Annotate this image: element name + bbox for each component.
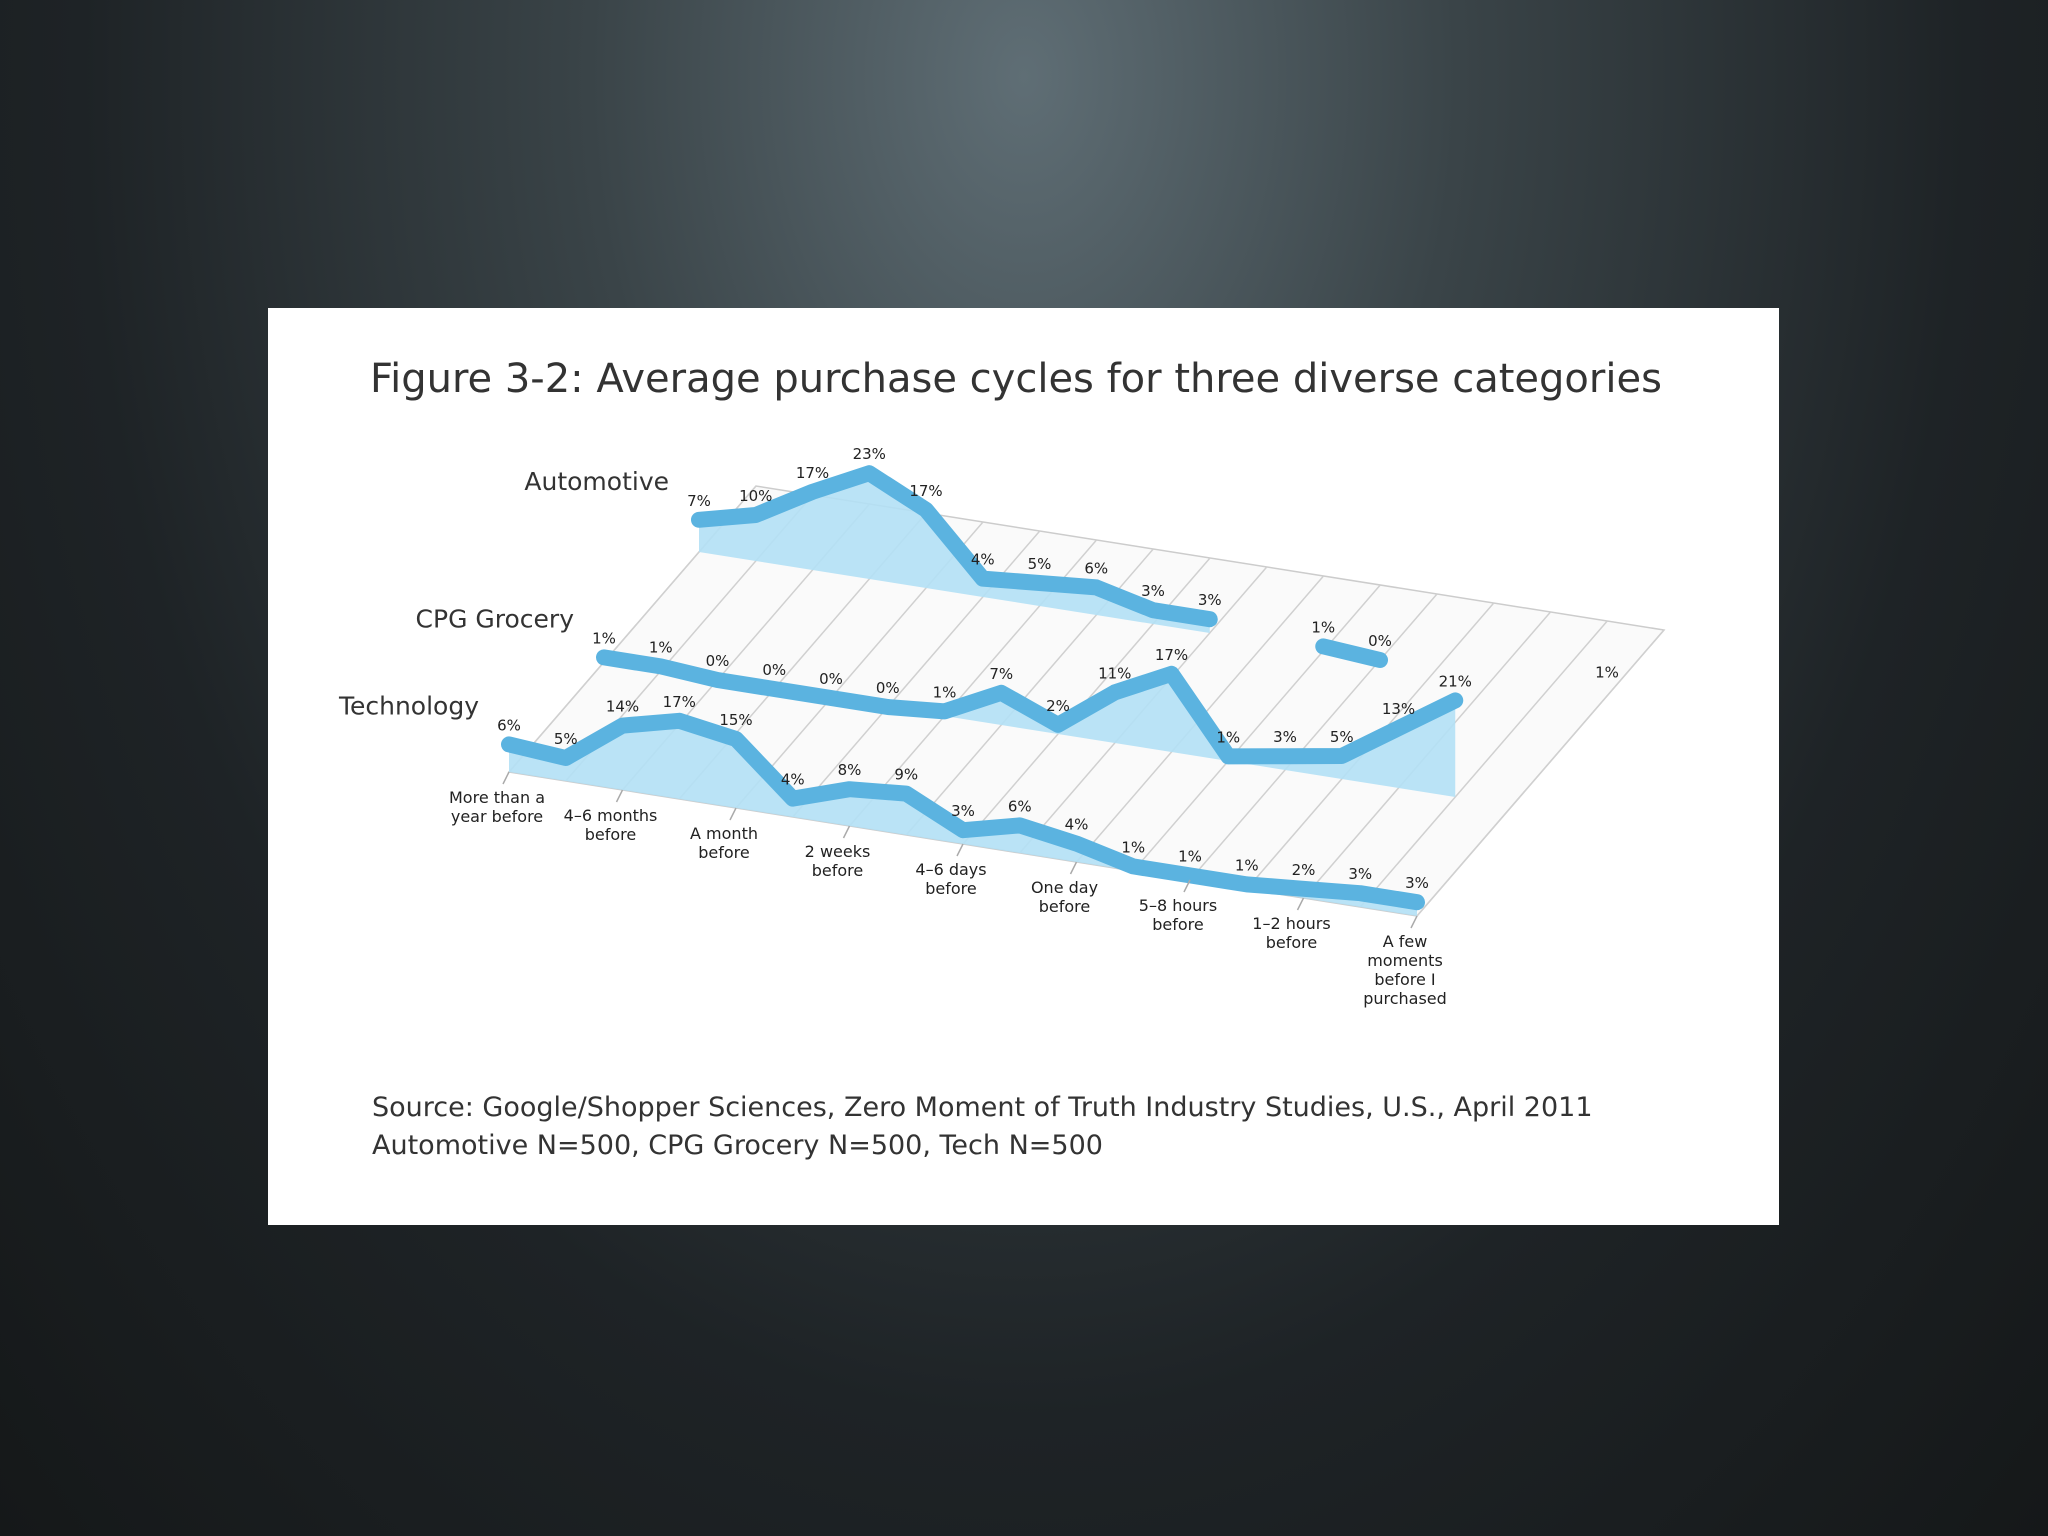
value-label: 6%	[1084, 559, 1108, 577]
value-label: 11%	[1098, 664, 1131, 682]
value-label: 0%	[1368, 632, 1392, 650]
floor-line	[1416, 629, 1665, 917]
value-label: 1%	[1311, 618, 1335, 636]
value-label: 0%	[762, 661, 786, 679]
value-label: 8%	[838, 761, 862, 779]
value-label: 13%	[1382, 700, 1415, 718]
x-tick-label: More than a year before	[449, 788, 545, 826]
value-label: 14%	[606, 698, 639, 716]
category-tick	[1183, 879, 1191, 893]
series-label: CPG Grocery	[416, 604, 575, 633]
value-label: 17%	[1155, 646, 1188, 664]
value-label: 10%	[739, 487, 772, 505]
value-label: 2%	[1292, 861, 1316, 879]
value-label: 7%	[989, 665, 1013, 683]
source-line: Source: Google/Shopper Sciences, Zero Mo…	[372, 1092, 1593, 1123]
value-label: 6%	[1008, 797, 1032, 815]
value-label: 1%	[592, 629, 616, 647]
x-tick-label: A few moments before I purchased	[1363, 932, 1447, 1008]
category-tick	[502, 771, 510, 785]
ribbon-line	[691, 465, 1218, 628]
value-label: 3%	[1348, 865, 1372, 883]
series-label: Technology	[338, 691, 479, 720]
value-label: 4%	[781, 771, 805, 789]
x-tick-label: 2 weeks before	[804, 842, 871, 880]
ribbon-area	[509, 720, 1417, 916]
value-label: 17%	[796, 464, 829, 482]
source-line: Automotive N=500, CPG Grocery N=500, Tec…	[372, 1130, 1103, 1161]
value-label: 1%	[1235, 856, 1259, 874]
category-tick	[1296, 897, 1305, 911]
value-label: 2%	[1046, 697, 1070, 715]
category-tick	[956, 843, 964, 857]
x-tick-label: A month before	[690, 824, 758, 862]
category-tick	[842, 825, 851, 839]
category-tick	[615, 789, 624, 803]
category-tick	[729, 807, 737, 821]
value-label: 3%	[1273, 728, 1297, 746]
x-tick-label: 5–8 hours before	[1138, 896, 1218, 934]
value-label: 5%	[554, 730, 578, 748]
value-label: 17%	[909, 482, 942, 500]
value-label: 5%	[1330, 728, 1354, 746]
category-tick	[1069, 861, 1078, 875]
value-label: 0%	[819, 670, 843, 688]
value-label: 1%	[1216, 728, 1240, 746]
value-label: 1%	[649, 638, 673, 656]
x-tick-label: 4–6 months before	[563, 806, 658, 844]
value-label: 4%	[971, 551, 995, 569]
value-label: 7%	[687, 492, 711, 510]
category-tick	[1410, 915, 1418, 929]
value-label: 1%	[933, 683, 957, 701]
value-label: 17%	[663, 693, 696, 711]
value-label: 3%	[951, 802, 975, 820]
ribbon-line	[501, 712, 1425, 911]
value-label: 15%	[719, 711, 752, 729]
floor-line	[1359, 620, 1608, 908]
x-tick-label: One day before	[1030, 878, 1099, 916]
x-tick-label: 4–6 days before	[915, 860, 987, 898]
value-label: 21%	[1439, 672, 1472, 690]
ribbon-line	[596, 649, 1464, 765]
value-label: 1%	[1121, 838, 1145, 856]
value-label: 6%	[497, 716, 521, 734]
value-label: 0%	[876, 679, 900, 697]
value-label: 4%	[1065, 816, 1089, 834]
value-label: 3%	[1405, 874, 1429, 892]
value-label: 5%	[1028, 555, 1052, 573]
value-label: 1%	[1595, 663, 1619, 681]
floor-line	[1189, 593, 1438, 881]
value-label: 23%	[853, 445, 886, 463]
value-label: 3%	[1141, 582, 1165, 600]
x-tick-label: 1–2 hours before	[1252, 914, 1331, 952]
series-label: Automotive	[524, 467, 669, 496]
value-label: 9%	[894, 766, 918, 784]
chart-title: Figure 3-2: Average purchase cycles for …	[370, 356, 1662, 402]
value-label: 3%	[1198, 591, 1222, 609]
floor-line	[1132, 584, 1381, 872]
value-label: 0%	[706, 652, 730, 670]
value-label: 1%	[1178, 847, 1202, 865]
ribbon-line	[1315, 638, 1388, 668]
